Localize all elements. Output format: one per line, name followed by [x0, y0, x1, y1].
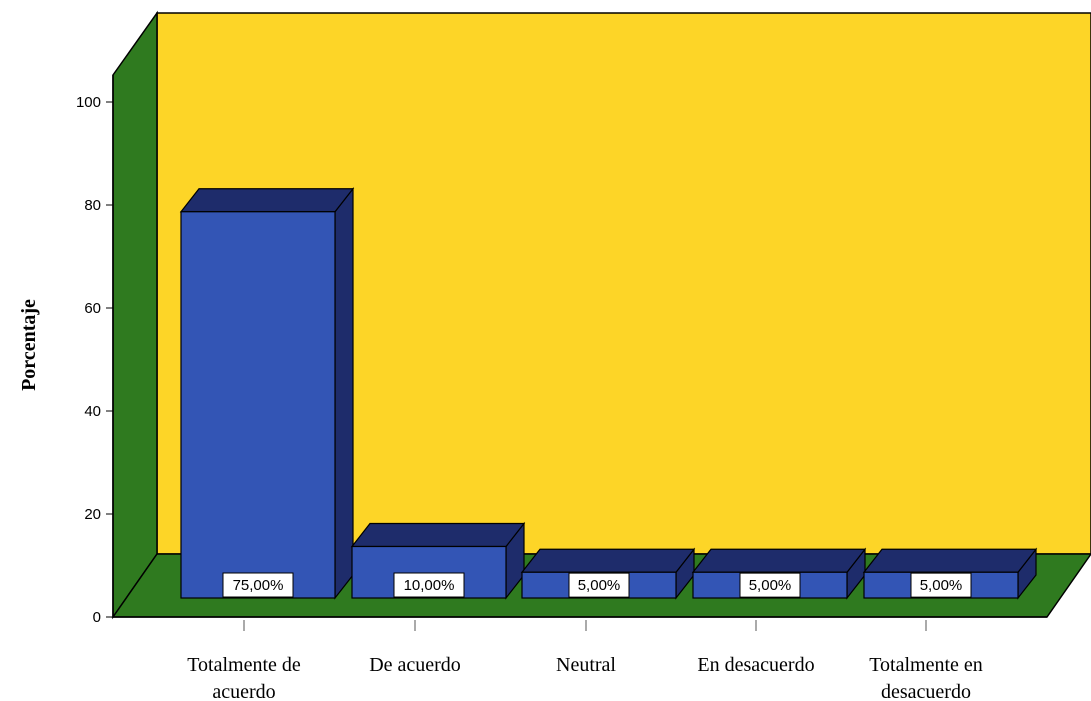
data-label: 5,00% [910, 572, 972, 598]
data-label-box [739, 572, 801, 598]
data-label-text: 5,00% [920, 577, 963, 594]
data-label-text: 5,00% [749, 577, 792, 594]
y-tick-label: 60 [84, 300, 101, 317]
side-wall [112, 10, 158, 620]
bars [179, 187, 1038, 600]
bar-top [520, 548, 696, 573]
data-label-text: 10,00% [404, 577, 455, 594]
data-labels: 75,00% 10,00% 5,00% 5,00% 5,00% [222, 572, 972, 598]
data-label: 10,00% [393, 572, 465, 598]
data-label: 75,00% [222, 572, 294, 598]
bar-top [179, 188, 355, 213]
x-tick-label: Neutral [556, 654, 616, 676]
bar-side [334, 187, 354, 600]
data-label-box [393, 572, 465, 598]
x-axis: Totalmente de acuerdo De acuerdo Neutral En … [113, 616, 1047, 701]
bar-top [350, 522, 526, 548]
y-tick-label: 20 [84, 506, 101, 523]
data-label-box [568, 572, 630, 598]
bar-top [862, 548, 1038, 573]
y-tick-label: 0 [93, 609, 101, 626]
data-label-text: 75,00% [233, 577, 284, 594]
x-tick-label: Totalmente de acuerdo [187, 654, 301, 701]
bar-front [180, 211, 336, 599]
bar [691, 547, 867, 600]
y-tick-label: 100 [76, 94, 101, 111]
bar [179, 187, 355, 600]
data-label: 5,00% [568, 572, 630, 598]
x-tick-label: De acuerdo [369, 654, 461, 676]
data-label-box [910, 572, 972, 598]
x-tick-label: En desacuerdo [697, 654, 814, 676]
data-label-text: 5,00% [578, 577, 621, 594]
data-label-box [222, 572, 294, 598]
y-axis-label: Porcentaje [18, 299, 40, 391]
y-tick-label: 40 [84, 403, 101, 420]
y-axis: 0 20 40 60 80 100 [76, 75, 114, 626]
data-label: 5,00% [739, 572, 801, 598]
y-tick-label: 80 [84, 197, 101, 214]
x-tick-label: Totalmente en desacuerdo [869, 654, 983, 701]
bar-top [691, 548, 867, 573]
